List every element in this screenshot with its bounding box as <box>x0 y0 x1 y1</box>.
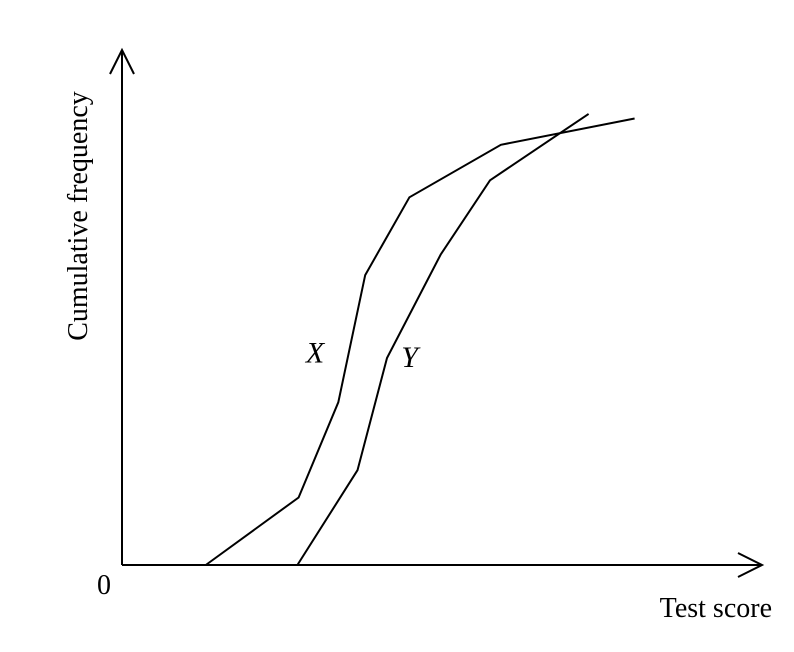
x-axis-arrow <box>737 552 765 578</box>
series-line-y <box>296 113 590 566</box>
y-axis-label: Cumulative frequency <box>63 91 94 341</box>
series-label-y: Y <box>401 341 421 374</box>
series-layer <box>205 113 635 566</box>
series-label-x: X <box>305 337 326 370</box>
y-axis-arrow <box>109 47 135 75</box>
x-axis-label: Test score <box>660 593 772 624</box>
origin-label: 0 <box>97 570 111 601</box>
axes <box>109 47 765 578</box>
series-line-x <box>205 117 635 566</box>
